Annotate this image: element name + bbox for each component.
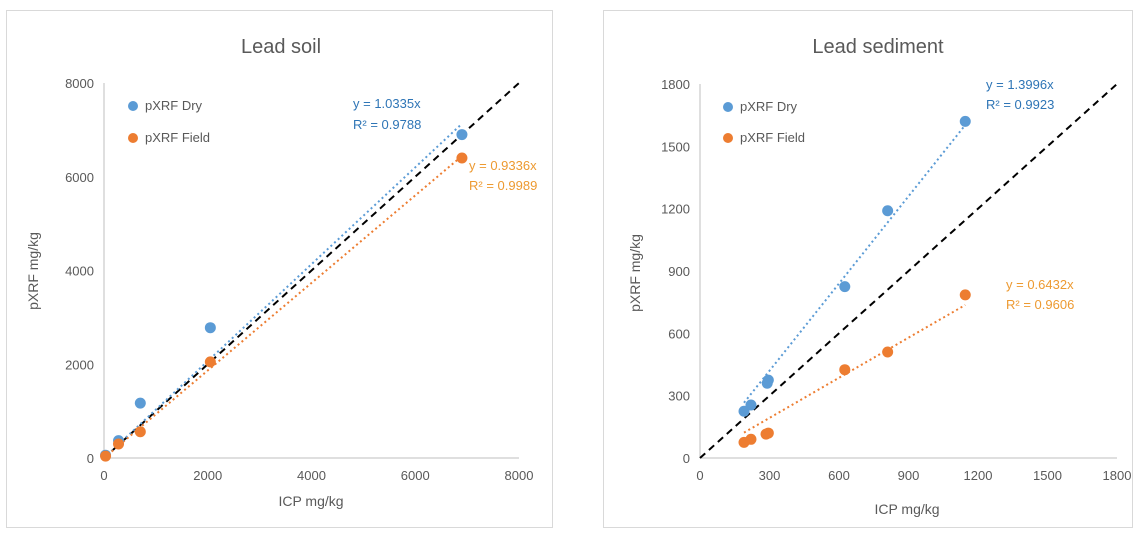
- y-tick-label: 600: [668, 326, 690, 341]
- r2-field: R² = 0.9606: [1006, 297, 1074, 312]
- x-tick-label: 6000: [401, 468, 430, 483]
- equation-dry: y = 1.3996x: [986, 77, 1054, 92]
- y-tick-label: 1500: [661, 139, 690, 154]
- x-tick-label: 900: [898, 468, 920, 483]
- trendline-field: [103, 155, 463, 459]
- x-tick-label: 2000: [193, 468, 222, 483]
- x-tick-label: 300: [759, 468, 781, 483]
- legend-marker-field: [128, 133, 138, 143]
- y-tick-label: 6000: [65, 170, 94, 185]
- legend: pXRF Dry pXRF Field: [723, 99, 805, 145]
- legend: pXRF Dry pXRF Field: [128, 98, 210, 145]
- data-point-dry: [959, 115, 971, 127]
- chart-title: Lead soil: [241, 36, 321, 58]
- x-tick-label: 8000: [505, 468, 534, 483]
- legend-marker-field: [723, 133, 733, 143]
- r2-dry: R² = 0.9788: [353, 117, 421, 132]
- legend-label-field: pXRF Field: [740, 130, 805, 145]
- legend-marker-dry: [723, 102, 733, 112]
- legend-marker-dry: [128, 101, 138, 111]
- y-axis-label: pXRF mg/kg: [25, 232, 41, 310]
- x-tick-label: 4000: [297, 468, 326, 483]
- legend-label-field: pXRF Field: [145, 130, 210, 145]
- data-point-dry: [745, 399, 757, 411]
- data-point-field: [882, 346, 894, 358]
- trendline-dry: [103, 122, 463, 459]
- y-tick-label: 4000: [65, 264, 94, 279]
- chart-panel-lead-sediment: Lead sediment ICP mg/kg pXRF mg/kg 0 300 6…: [603, 10, 1133, 528]
- chart-lead-soil: Lead soil ICP mg/kg pXRF mg/kg 0 2000 4000…: [25, 36, 537, 509]
- trend-equations: y = 1.0335x R² = 0.9788 y = 0.9336x R² =…: [353, 96, 537, 193]
- r2-field: R² = 0.9989: [469, 178, 537, 193]
- r2-dry: R² = 0.9923: [986, 97, 1054, 112]
- data-point-field: [456, 152, 468, 164]
- y-tick-label: 0: [683, 451, 690, 466]
- equation-field: y = 0.6432x: [1006, 277, 1074, 292]
- y-tick-label: 1800: [661, 77, 690, 92]
- equation-field: y = 0.9336x: [469, 158, 537, 173]
- data-point-field: [762, 427, 774, 439]
- data-point-field: [959, 289, 971, 301]
- data-point-dry: [456, 129, 468, 141]
- legend-label-dry: pXRF Dry: [740, 99, 798, 114]
- x-tick-label: 1200: [964, 468, 993, 483]
- x-axis-label: ICP mg/kg: [874, 501, 939, 517]
- plot-area: 0 300 600 900 1200 1500 1800 0 300 600 900 1200 1500…: [661, 77, 1131, 483]
- trend-equations: y = 1.3996x R² = 0.9923 y = 0.6432x R² =…: [986, 77, 1074, 312]
- data-point-dry: [204, 322, 216, 334]
- data-point-dry: [762, 374, 774, 386]
- x-tick-label: 1800: [1103, 468, 1132, 483]
- y-tick-label: 8000: [65, 76, 94, 91]
- x-tick-label: 600: [828, 468, 850, 483]
- chart-lead-sediment: Lead sediment ICP mg/kg pXRF mg/kg 0 300 6…: [627, 36, 1131, 517]
- data-point-dry: [134, 397, 146, 409]
- equation-dry: y = 1.0335x: [353, 96, 421, 111]
- x-tick-label: 1500: [1033, 468, 1062, 483]
- y-axis-label: pXRF mg/kg: [627, 234, 643, 312]
- y-tick-label: 0: [87, 451, 94, 466]
- x-tick-label: 0: [696, 468, 703, 483]
- chart-panel-lead-soil: Lead soil ICP mg/kg pXRF mg/kg 0 2000 4000…: [6, 10, 553, 528]
- data-point-field: [745, 433, 757, 445]
- y-tick-label: 900: [668, 264, 690, 279]
- x-axis-label: ICP mg/kg: [278, 493, 343, 509]
- trendline-dry: [743, 124, 967, 404]
- y-tick-label: 1200: [661, 202, 690, 217]
- one-to-one-line: [699, 83, 1118, 459]
- data-point-field: [113, 438, 125, 450]
- trendline-field: [743, 304, 966, 434]
- data-point-dry: [839, 281, 851, 293]
- data-point-field: [839, 364, 851, 376]
- y-tick-label: 2000: [65, 357, 94, 372]
- legend-label-dry: pXRF Dry: [145, 98, 203, 113]
- data-point-field: [100, 450, 112, 462]
- y-tick-label: 300: [668, 389, 690, 404]
- one-to-one-line: [103, 82, 520, 459]
- data-point-field: [204, 356, 216, 368]
- x-tick-label: 0: [100, 468, 107, 483]
- data-point-dry: [882, 205, 894, 217]
- data-point-field: [134, 426, 146, 438]
- plot-area: 0 2000 4000 6000 8000 0 2000 4000 6000 8000: [65, 76, 533, 483]
- chart-title: Lead sediment: [812, 36, 944, 58]
